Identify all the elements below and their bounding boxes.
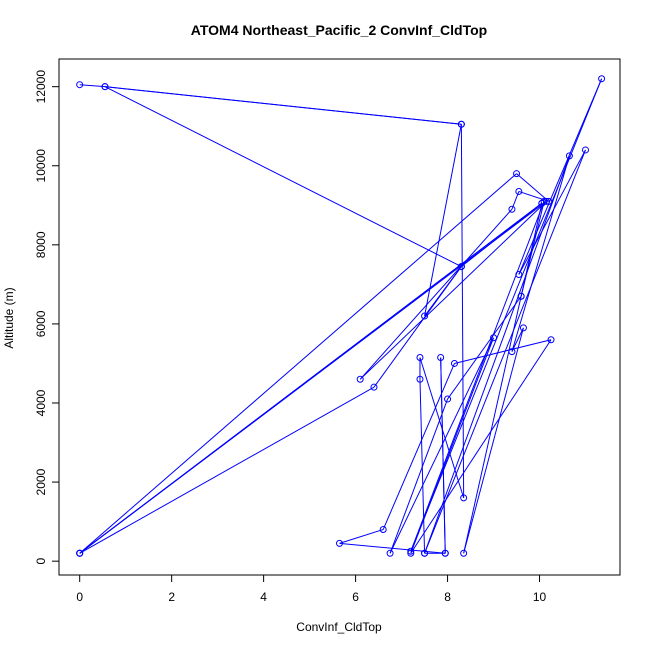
series-segment	[410, 78, 603, 552]
series-segment	[463, 327, 524, 554]
y-tick-label: 6000	[34, 310, 48, 337]
series-segment	[511, 155, 570, 352]
data-point	[407, 549, 415, 557]
series-segment	[460, 124, 465, 498]
y-axis-label: Altitude (m)	[2, 287, 16, 348]
y-tick-label: 10000	[34, 149, 48, 183]
series-segment	[410, 201, 545, 552]
series-segment	[516, 173, 550, 202]
data-point	[101, 83, 109, 91]
series-segment	[447, 295, 522, 400]
x-tick-label: 0	[76, 590, 83, 604]
data-point	[547, 336, 555, 344]
y-tick-label: 4000	[34, 389, 48, 416]
data-point	[515, 270, 523, 278]
y-axis: 0 2000 4000 6000 8000 10000 12000	[34, 70, 60, 565]
data-point	[515, 187, 523, 195]
data-point	[457, 120, 465, 128]
data-point	[460, 494, 468, 502]
data-point	[421, 312, 429, 320]
data-point	[508, 348, 516, 356]
data-point	[513, 170, 521, 178]
series-segment	[520, 203, 543, 297]
series-segment	[463, 296, 522, 554]
x-axis-label: ConvInf_CldTop	[296, 620, 382, 634]
data-point	[457, 263, 465, 271]
x-tick-label: 2	[168, 590, 175, 604]
data-point	[508, 205, 516, 213]
series-segment	[518, 78, 603, 275]
data-point	[437, 354, 445, 362]
series-segment	[359, 208, 513, 380]
data-point	[370, 383, 378, 391]
data-point	[416, 354, 424, 362]
series-segment	[454, 339, 552, 364]
series-segment	[518, 149, 586, 275]
series-segment	[389, 337, 494, 554]
data-point	[450, 359, 458, 367]
data-point	[76, 81, 84, 89]
series-segment	[79, 386, 375, 554]
series-segment	[511, 327, 524, 352]
x-axis: 0 2 4 6 8 10	[76, 574, 547, 604]
data-point	[386, 549, 394, 557]
series-segment	[410, 339, 552, 554]
data-point	[356, 375, 364, 383]
y-tick-label: 2000	[34, 468, 48, 495]
data-point	[379, 526, 387, 534]
series-segment	[104, 86, 462, 125]
y-tick-label: 12000	[34, 70, 48, 104]
data-point	[538, 199, 546, 207]
series-segment	[424, 266, 462, 317]
series-points	[76, 75, 606, 557]
series-segment	[79, 173, 517, 554]
data-point	[565, 152, 573, 160]
series-segment	[104, 86, 462, 268]
series-lines	[79, 78, 603, 554]
y-tick-label: 0	[34, 558, 48, 565]
data-point	[542, 197, 550, 205]
data-point	[336, 539, 343, 547]
x-tick-label: 8	[444, 590, 451, 604]
series-segment	[339, 529, 384, 544]
data-point	[441, 549, 449, 557]
series-segment	[359, 200, 547, 380]
series-segment	[382, 363, 455, 530]
data-point	[517, 292, 525, 300]
series-segment	[424, 155, 570, 554]
data-point	[407, 547, 415, 555]
series-segment	[424, 149, 586, 554]
y-tick-label: 8000	[34, 231, 48, 258]
data-point	[444, 395, 452, 403]
data-point	[416, 375, 424, 383]
x-tick-label: 6	[352, 590, 359, 604]
data-point	[519, 324, 527, 332]
series-segment	[424, 124, 462, 317]
series-segment	[389, 398, 449, 554]
series-segment	[440, 357, 446, 554]
data-point	[598, 75, 606, 83]
series-segment	[79, 202, 543, 554]
data-point	[76, 549, 84, 557]
data-point	[540, 197, 548, 205]
data-point	[460, 549, 468, 557]
series-segment	[79, 84, 106, 88]
data-point	[421, 549, 429, 557]
x-tick-label: 10	[533, 590, 547, 604]
x-tick-label: 4	[260, 590, 267, 604]
chart-title: ATOM4 Northeast_Pacific_2 ConvInf_CldTop	[191, 22, 487, 38]
data-point	[582, 146, 590, 154]
data-point	[545, 197, 553, 205]
data-point	[490, 334, 498, 342]
